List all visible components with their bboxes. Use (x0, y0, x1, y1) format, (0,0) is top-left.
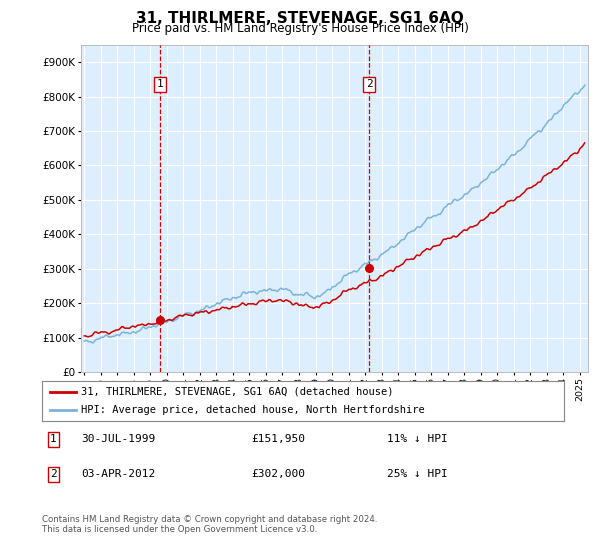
Text: 03-APR-2012: 03-APR-2012 (81, 469, 155, 479)
Text: 25% ↓ HPI: 25% ↓ HPI (386, 469, 447, 479)
Text: 2: 2 (366, 80, 373, 90)
Text: 2: 2 (50, 469, 57, 479)
Text: HPI: Average price, detached house, North Hertfordshire: HPI: Average price, detached house, Nort… (81, 405, 425, 415)
Text: Contains HM Land Registry data © Crown copyright and database right 2024.: Contains HM Land Registry data © Crown c… (42, 515, 377, 524)
Text: 11% ↓ HPI: 11% ↓ HPI (386, 435, 447, 444)
Text: 1: 1 (157, 80, 163, 90)
Text: 31, THIRLMERE, STEVENAGE, SG1 6AQ (detached house): 31, THIRLMERE, STEVENAGE, SG1 6AQ (detac… (81, 387, 394, 396)
Text: £151,950: £151,950 (251, 435, 305, 444)
Text: 1: 1 (50, 435, 57, 444)
Text: This data is licensed under the Open Government Licence v3.0.: This data is licensed under the Open Gov… (42, 525, 317, 534)
Text: £302,000: £302,000 (251, 469, 305, 479)
Text: Price paid vs. HM Land Registry's House Price Index (HPI): Price paid vs. HM Land Registry's House … (131, 22, 469, 35)
Text: 30-JUL-1999: 30-JUL-1999 (81, 435, 155, 444)
Text: 31, THIRLMERE, STEVENAGE, SG1 6AQ: 31, THIRLMERE, STEVENAGE, SG1 6AQ (136, 11, 464, 26)
